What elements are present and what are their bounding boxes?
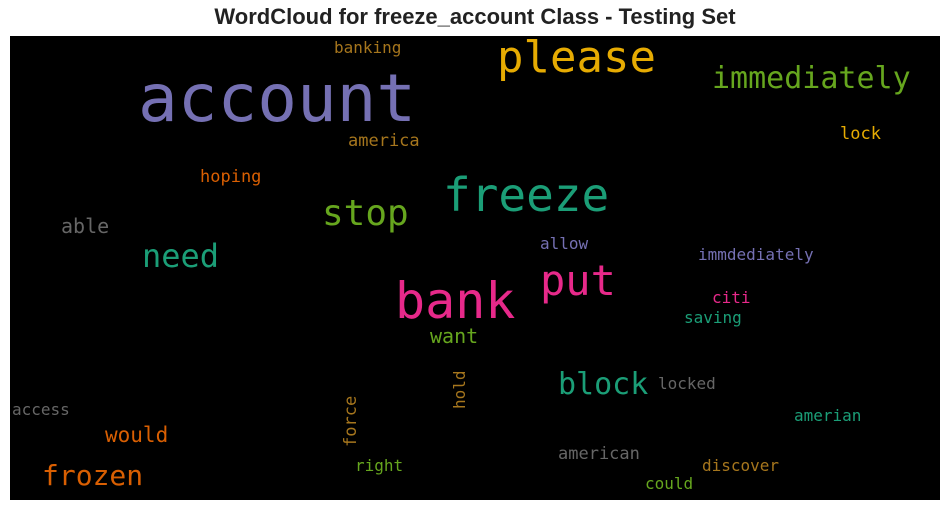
word-amerian: amerian (794, 406, 862, 425)
word-right: right (355, 456, 404, 475)
word-stop: stop (322, 193, 409, 234)
word-force: force (341, 395, 361, 447)
word-could: could (645, 474, 694, 493)
word-want: want (430, 324, 479, 348)
word-able: able (61, 214, 110, 238)
word-citi: citi (712, 288, 751, 307)
word-immediately: immediately (712, 61, 911, 96)
word-block: block (558, 367, 649, 402)
word-put: put (540, 256, 616, 305)
word-hoping: hoping (200, 167, 262, 187)
word-immdediately: immdediately (698, 245, 814, 264)
word-banking: banking (334, 38, 402, 57)
word-hold: hold (450, 370, 469, 410)
word-america: america (348, 131, 420, 151)
word-account: account (138, 60, 417, 137)
word-american: american (558, 444, 640, 464)
word-please: please (497, 36, 656, 83)
word-saving: saving (684, 308, 742, 327)
chart-title: WordCloud for freeze_account Class - Tes… (214, 4, 736, 29)
wordcloud-canvas: account bank freeze please put stop immediatel… (10, 36, 940, 500)
word-bank: bank (395, 272, 516, 330)
word-discover: discover (702, 456, 780, 475)
word-allow: allow (540, 234, 589, 253)
word-access: access (12, 400, 70, 419)
word-frozen: frozen (42, 459, 144, 492)
word-would: would (105, 423, 169, 447)
word-need: need (142, 237, 220, 275)
word-lock: lock (840, 124, 881, 144)
word-locked: locked (658, 374, 716, 393)
word-freeze: freeze (443, 168, 610, 222)
